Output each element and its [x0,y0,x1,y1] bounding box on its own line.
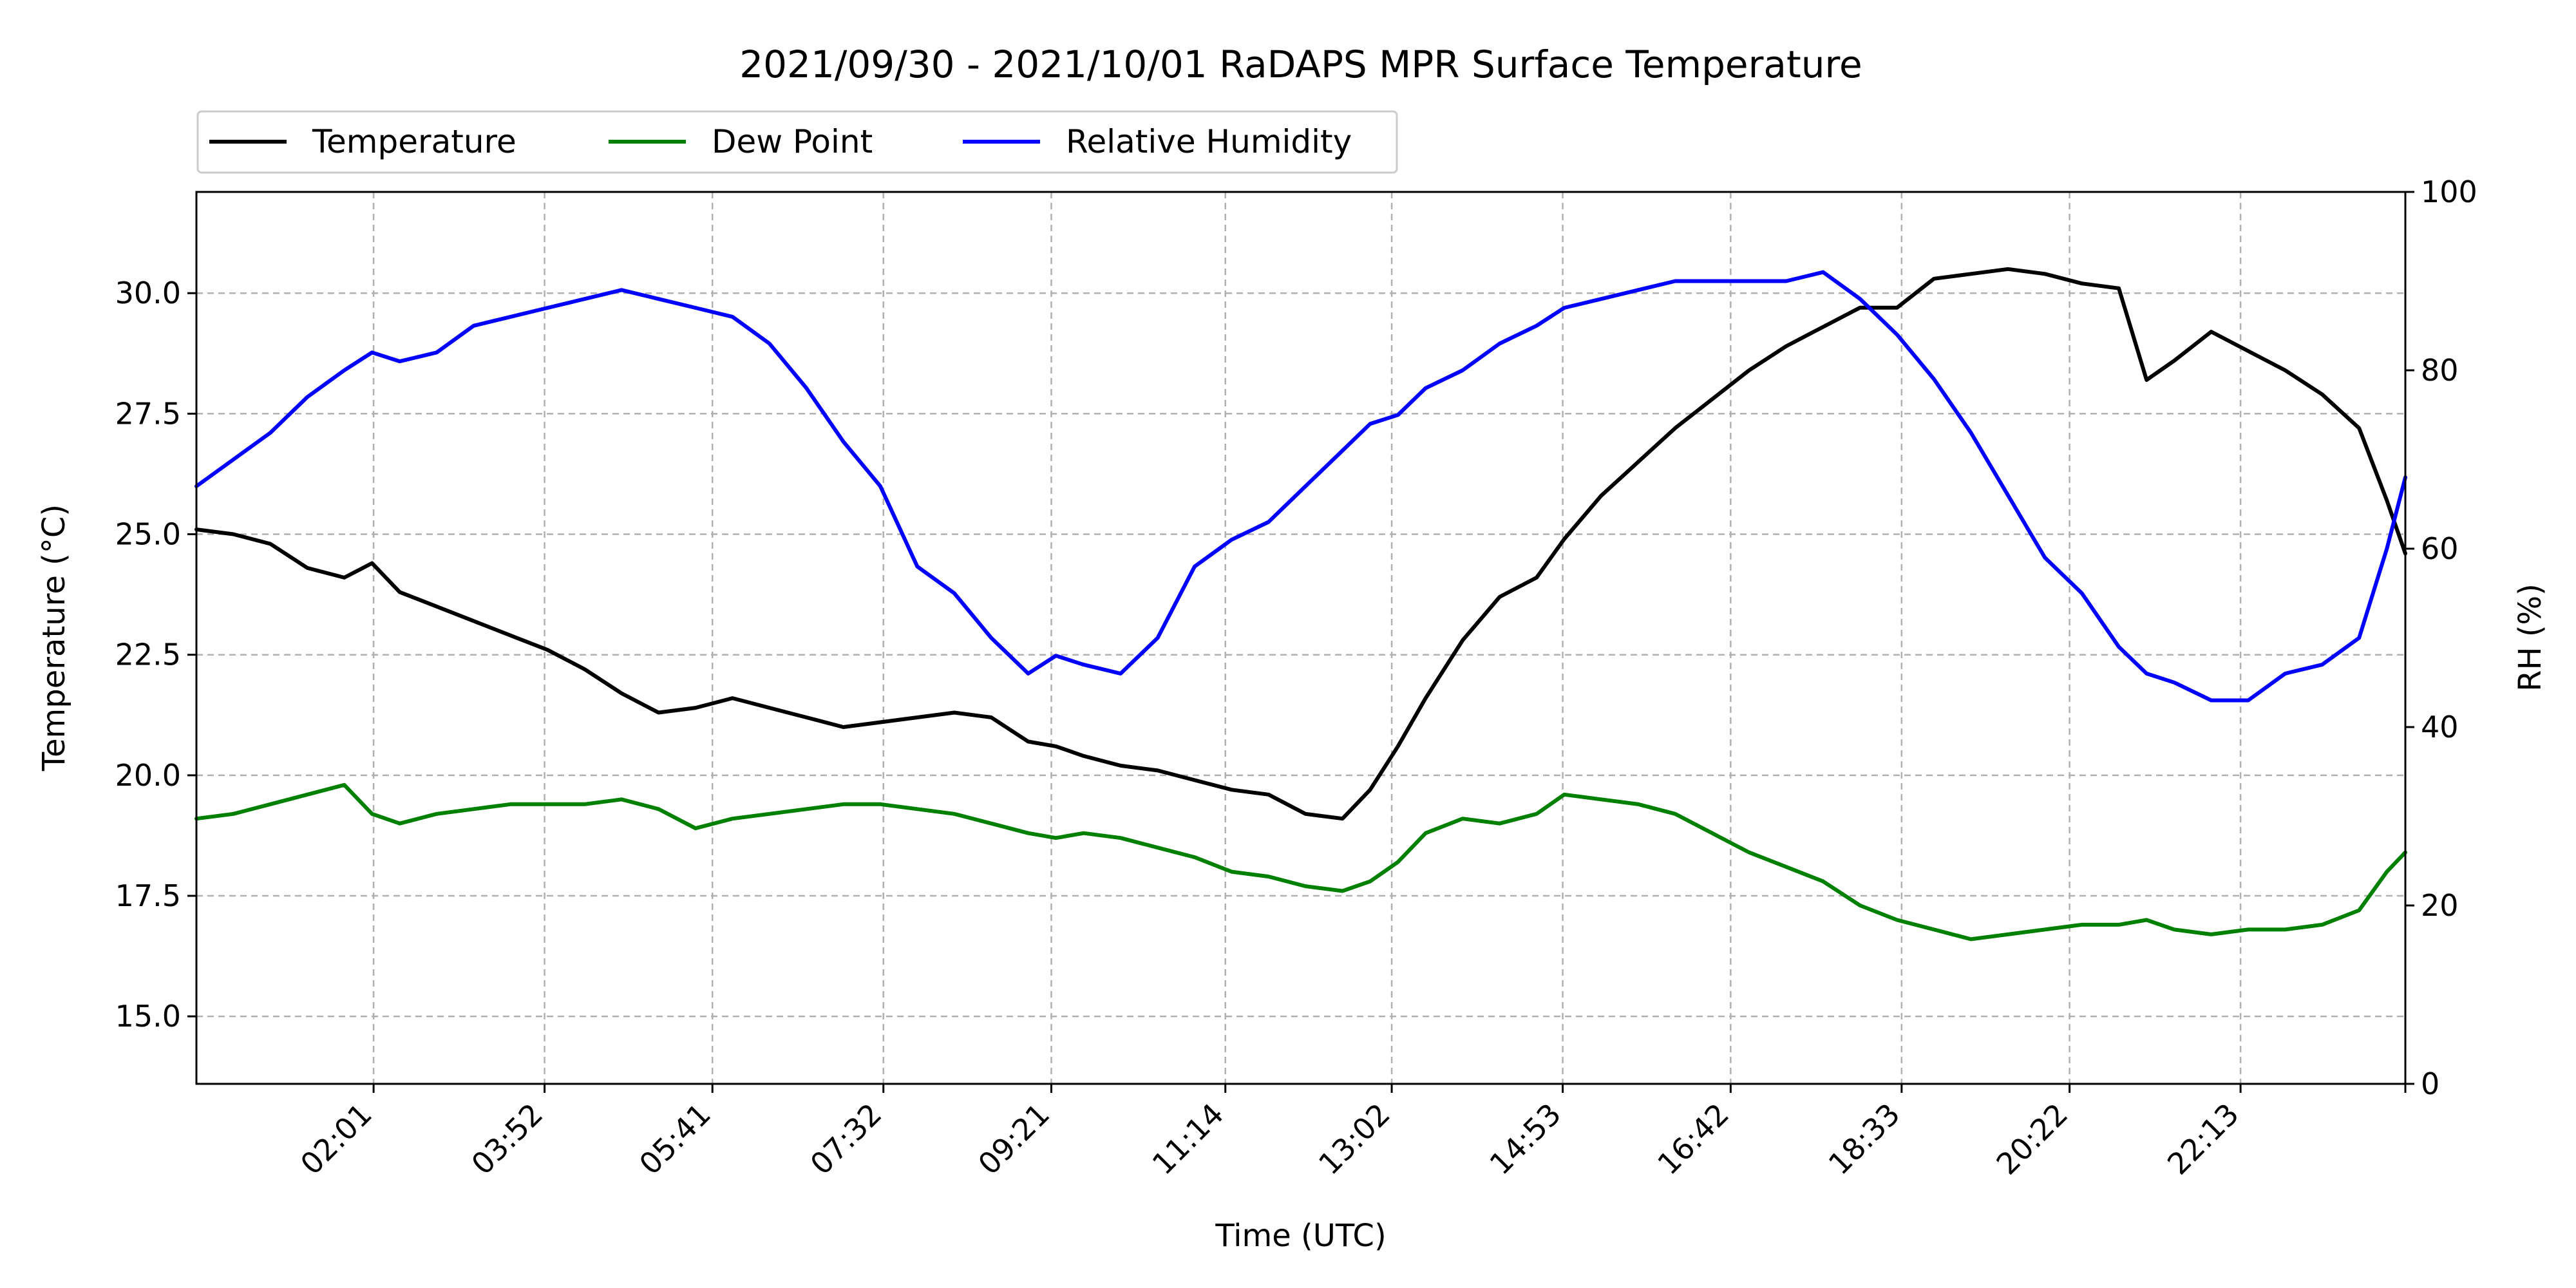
right-axis-title: RH (%) [2512,583,2548,692]
legend-label-relative-humidity: Relative Humidity [1066,123,1352,160]
right-axis-tick-label: 100 [2421,175,2477,209]
series-line-relative-humidity [194,270,2407,703]
left-axis-title: Temperature (°C) [36,504,72,772]
legend-label-dew-point: Dew Point [712,123,873,160]
series-lines [194,267,2407,942]
left-axis-tick-label: 30.0 [115,276,181,310]
legend: Temperature Dew Point Relative Humidity [196,110,1398,174]
left-axis-tick-label: 22.5 [115,638,181,672]
series-line-temperature [194,267,2407,821]
right-axis: 0 20 40 60 80 100 [2405,175,2477,1101]
right-axis-tick-label: 60 [2421,531,2459,566]
legend-frame [196,110,1398,174]
right-axis-tick-label: 0 [2421,1066,2439,1101]
left-axis-tick-label: 15.0 [115,999,181,1034]
left-axis-tick-label: 17.5 [115,878,181,913]
legend-label-temperature: Temperature [312,123,516,160]
chart-title: 2021/09/30 - 2021/10/01 RaDAPS MPR Surfa… [739,43,1862,86]
right-axis-tick-label: 40 [2421,710,2459,744]
left-axis-tick-label: 27.5 [115,396,181,431]
right-axis-tick-label: 20 [2421,888,2459,923]
left-axis-tick-label: 20.0 [115,758,181,793]
right-axis-tick-label: 80 [2421,353,2459,388]
plot-frame [195,191,2407,1085]
left-axis: 15.0 17.5 20.0 22.5 25.0 27.5 30.0 [115,276,196,1034]
x-axis-title: Time (UTC) [1215,1218,1386,1254]
left-axis-tick-label: 25.0 [115,517,181,552]
series-line-dew-point [194,782,2407,942]
